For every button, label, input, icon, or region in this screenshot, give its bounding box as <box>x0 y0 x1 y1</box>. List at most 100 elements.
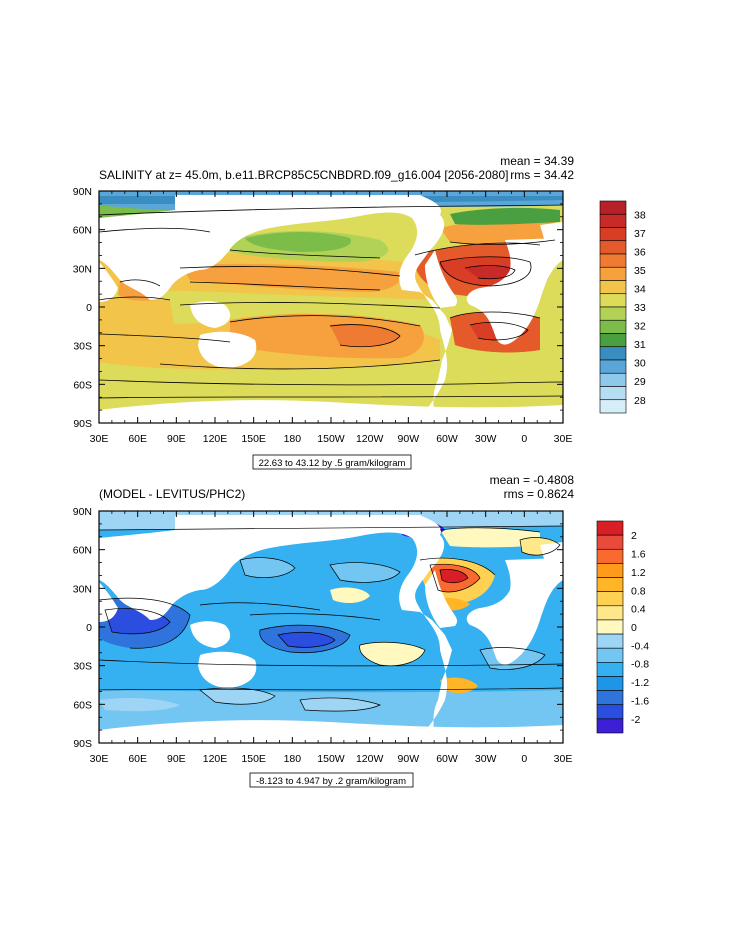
salinity-mean-label: mean = 34.39 <box>500 154 574 168</box>
x-tick-label: 90W <box>398 753 420 765</box>
colorbar-label: 30 <box>634 358 646 370</box>
colorbar-swatch <box>596 718 624 734</box>
colorbar-label: 1.2 <box>631 567 646 579</box>
x-tick-label: 150E <box>241 753 266 765</box>
colorbar-label: 0 <box>631 622 637 634</box>
salinity-title: SALINITY at z= 45.0m, b.e11.BRCP85C5CNBD… <box>99 168 508 182</box>
colorbar-label: 29 <box>634 376 646 388</box>
y-tick-label: 30N <box>73 263 92 275</box>
colorbar-label: 33 <box>634 302 646 314</box>
difference-contours <box>99 525 563 712</box>
colorbar-swatch <box>599 306 627 321</box>
x-tick-label: 90E <box>167 753 186 765</box>
colorbar-swatch <box>596 548 624 564</box>
salinity-rms-label: rms = 34.42 <box>510 168 574 182</box>
difference-panel: (MODEL - LEVITUS/PHC2) mean = -0.4808 rm… <box>73 473 649 788</box>
x-tick-label: 120W <box>356 753 384 765</box>
colorbar-swatch <box>599 293 627 308</box>
x-tick-label: 90W <box>398 433 420 445</box>
colorbar-label: 36 <box>634 246 646 258</box>
x-tick-label: 30W <box>475 753 497 765</box>
colorbar-swatch <box>596 704 624 720</box>
salinity-range-label: 22.63 to 43.12 by .5 gram/kilogram <box>259 458 406 469</box>
x-tick-label: 120W <box>356 433 384 445</box>
x-tick-label: 180 <box>284 433 302 445</box>
colorbar-swatch <box>599 266 627 281</box>
colorbar-swatch <box>596 563 624 578</box>
colorbar-label: -1.6 <box>631 695 649 707</box>
colorbar-swatch <box>599 346 627 361</box>
colorbar-label: -1.2 <box>631 677 649 689</box>
x-tick-label: 30E <box>90 433 109 445</box>
colorbar-swatch <box>596 534 624 550</box>
colorbar-label: 37 <box>634 228 646 240</box>
y-tick-label: 60N <box>73 545 92 557</box>
x-tick-label: 60W <box>436 433 458 445</box>
colorbar-label: 34 <box>634 283 646 295</box>
colorbar-swatch <box>599 253 627 268</box>
x-tick-label: 150W <box>317 433 345 445</box>
y-tick-label: 60S <box>73 699 92 711</box>
colorbar-swatch <box>596 633 624 649</box>
x-tick-label: 90E <box>167 433 186 445</box>
salinity-contours <box>99 204 563 399</box>
x-tick-label: 150W <box>317 753 345 765</box>
colorbar-swatch <box>596 577 624 592</box>
salinity-colorbar: 38 37 36 35 34 33 32 31 30 29 28 <box>599 200 646 414</box>
difference-map <box>99 511 563 743</box>
y-tick-label: 90N <box>73 506 92 518</box>
salinity-axes: 30E 60E 90E 120E 150E 180 150W 120W 90W 60W 30W 0 30… <box>73 186 573 445</box>
colorbar-label: 0.4 <box>631 604 646 616</box>
colorbar-label: 2 <box>631 530 637 542</box>
y-tick-label: 0 <box>86 302 92 314</box>
y-tick-label: 60S <box>73 379 92 391</box>
x-tick-label: 120E <box>203 753 228 765</box>
x-tick-label: 0 <box>521 433 527 445</box>
x-tick-label: 60E <box>128 753 147 765</box>
colorbar-swatch <box>596 662 624 677</box>
colorbar-label: -2 <box>631 714 640 726</box>
colorbar-swatch <box>596 647 624 663</box>
colorbar-label: 31 <box>634 339 646 351</box>
difference-colorbar: 2 1.6 1.2 0.8 0.4 0 -0.4 -0.8 -1.2 -1.6 -2 <box>596 520 649 734</box>
colorbar-label: 35 <box>634 265 646 277</box>
y-tick-label: 30N <box>73 583 92 595</box>
colorbar-label: 38 <box>634 209 646 221</box>
colorbar-swatch <box>599 213 627 228</box>
colorbar-swatch <box>599 333 627 348</box>
y-tick-label: 90S <box>73 738 92 750</box>
colorbar-swatch <box>599 200 627 215</box>
difference-range-box: -8.123 to 4.947 by .2 gram/kilogram <box>249 772 414 788</box>
x-tick-label: 30E <box>554 753 573 765</box>
y-tick-label: 90N <box>73 186 92 198</box>
colorbar-swatch <box>599 386 627 401</box>
salinity-range-box: 22.63 to 43.12 by .5 gram/kilogram <box>252 454 412 470</box>
y-tick-label: 30S <box>73 661 92 673</box>
x-tick-label: 180 <box>284 753 302 765</box>
y-tick-label: 60N <box>73 225 92 237</box>
colorbar-label: 32 <box>634 321 646 333</box>
salinity-panel: SALINITY at z= 45.0m, b.e11.BRCP85C5CNBD… <box>73 154 646 470</box>
colorbar-label: 0.8 <box>631 585 646 597</box>
x-tick-label: 150E <box>241 433 266 445</box>
colorbar-swatch <box>599 319 627 334</box>
colorbar-label: -0.8 <box>631 659 649 671</box>
colorbar-swatch <box>599 227 627 242</box>
x-tick-label: 120E <box>203 433 228 445</box>
colorbar-swatch <box>599 399 627 414</box>
difference-mean-label: mean = -0.4808 <box>490 473 575 487</box>
y-tick-label: 90S <box>73 418 92 430</box>
difference-range-label: -8.123 to 4.947 by .2 gram/kilogram <box>256 776 406 787</box>
y-tick-label: 0 <box>86 622 92 634</box>
x-tick-label: 60W <box>436 753 458 765</box>
x-tick-label: 30W <box>475 433 497 445</box>
difference-land <box>99 515 458 743</box>
salinity-land <box>99 195 458 423</box>
difference-rms-label: rms = 0.8624 <box>504 487 575 501</box>
y-tick-label: 30S <box>73 341 92 353</box>
colorbar-swatch <box>596 605 624 621</box>
colorbar-swatch <box>599 372 627 387</box>
salinity-map <box>99 191 563 423</box>
x-tick-label: 0 <box>521 753 527 765</box>
